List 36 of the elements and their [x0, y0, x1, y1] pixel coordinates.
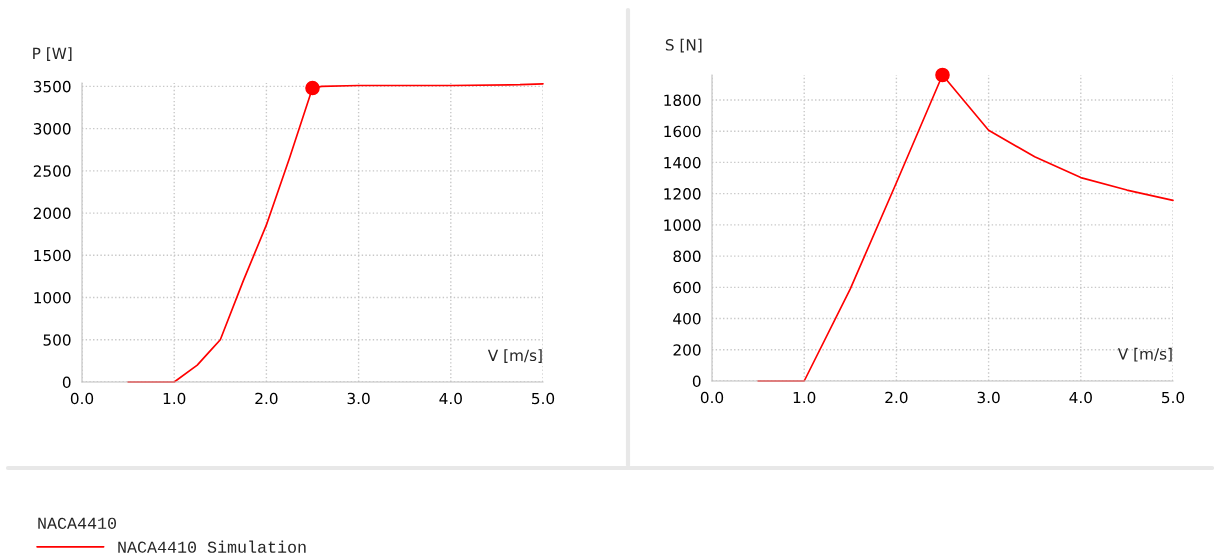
x-tick-label: 5.0: [1162, 391, 1185, 404]
y-tick-label: 1500: [34, 249, 71, 262]
x-tick-label: 5.0: [532, 392, 555, 405]
y-tick-label: 500: [43, 334, 71, 346]
y-tick-label: 0: [62, 376, 71, 389]
x-tick-label: 2.0: [255, 392, 278, 405]
x-axis-title: V [m/s]: [1117, 347, 1172, 362]
y-tick-label: 3000: [33, 123, 71, 135]
x-tick-label: 2.0: [885, 391, 908, 404]
x-tick-label: 3.0: [347, 392, 370, 405]
x-tick-label: 1.0: [163, 392, 186, 405]
y-axis-title: S [N]: [665, 38, 702, 53]
x-tick-label: 0.0: [700, 391, 724, 404]
y-tick-label: 3500: [33, 80, 71, 93]
y-tick-label: 200: [673, 344, 701, 356]
y-tick-label: 1000: [34, 292, 71, 304]
y-tick-label: 1400: [664, 156, 701, 169]
x-tick-label: 3.0: [977, 391, 1000, 404]
y-tick-label: 800: [673, 250, 701, 263]
x-tick-label: 1.0: [793, 391, 816, 404]
y-tick-label: 1200: [664, 188, 701, 200]
x-tick-label: 0.0: [70, 392, 94, 405]
x-tick-label: 4.0: [439, 392, 462, 405]
y-tick-label: 2000: [33, 207, 71, 220]
y-tick-label: 1600: [664, 125, 701, 138]
y-tick-label: 1000: [664, 219, 701, 231]
x-tick-label: 4.0: [1069, 391, 1092, 404]
y-tick-label: 2500: [33, 165, 71, 177]
y-axis-title: P [W]: [33, 47, 72, 61]
y-tick-label: 1800: [664, 94, 701, 106]
y-tick-label: 400: [673, 313, 701, 325]
y-tick-label: 0: [692, 375, 701, 388]
legend-title: NACA4410: [38, 517, 116, 529]
legend-label: NACA4410 Simulation: [118, 540, 306, 553]
y-tick-label: 600: [673, 281, 701, 294]
x-axis-title: V [m/s]: [487, 349, 542, 363]
